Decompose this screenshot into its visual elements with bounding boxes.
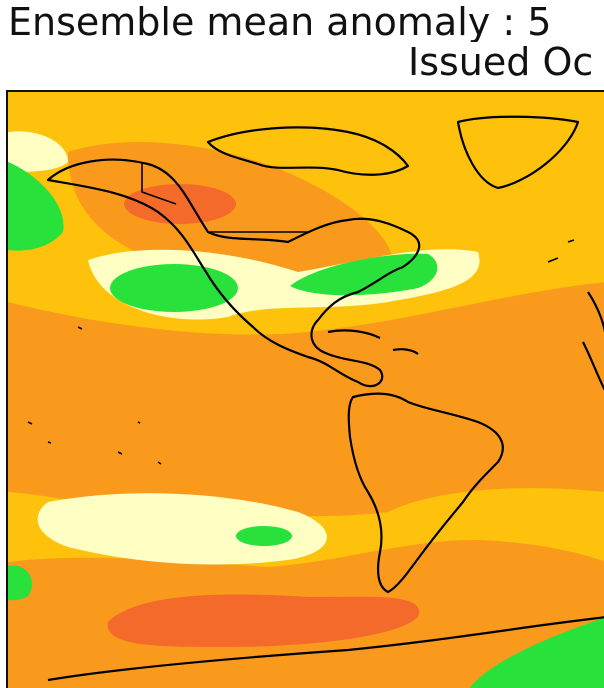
anomaly-orange-tropics (8, 282, 604, 517)
map-subtitle: Issued Oc (408, 42, 594, 82)
anomaly-red-alaska (124, 184, 236, 224)
anomaly-green-south-pacific (236, 526, 292, 546)
map-title: Ensemble mean anomaly : 5 (8, 2, 552, 42)
coastline-cuba-caribbean (327, 329, 419, 355)
border-alaska-canada (141, 162, 177, 205)
anomaly-cream-south (37, 493, 327, 565)
anomaly-cream-north (8, 131, 68, 172)
anomaly-map (8, 92, 604, 688)
coastline-antarctica (47, 616, 604, 682)
coastlines (27, 115, 604, 682)
anomaly-green-east-us (290, 253, 438, 296)
anomaly-red-south-pacific (107, 594, 420, 647)
coastline-africa-edge (582, 291, 604, 391)
map-frame (6, 90, 604, 688)
anomaly-green-west-edge (8, 162, 64, 251)
coastline-south-america (347, 392, 504, 594)
anomaly-green-antarctic (469, 617, 604, 688)
anomaly-green-southwest (8, 565, 32, 601)
anomaly-green-pacific (110, 264, 238, 312)
coastline-north-america (46, 158, 421, 388)
coastline-islands (27, 239, 575, 465)
coastline-greenland-arctic (206, 115, 580, 190)
